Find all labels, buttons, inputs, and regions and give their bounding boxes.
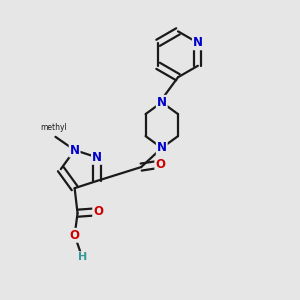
Text: N: N (157, 141, 167, 154)
Text: methyl: methyl (40, 122, 68, 131)
Text: O: O (70, 229, 80, 242)
Text: N: N (70, 144, 80, 157)
Text: O: O (93, 205, 103, 218)
Text: N: N (193, 36, 203, 49)
Text: N: N (157, 96, 167, 109)
Text: O: O (155, 158, 165, 171)
Text: N: N (92, 151, 102, 164)
Text: H: H (78, 252, 88, 262)
